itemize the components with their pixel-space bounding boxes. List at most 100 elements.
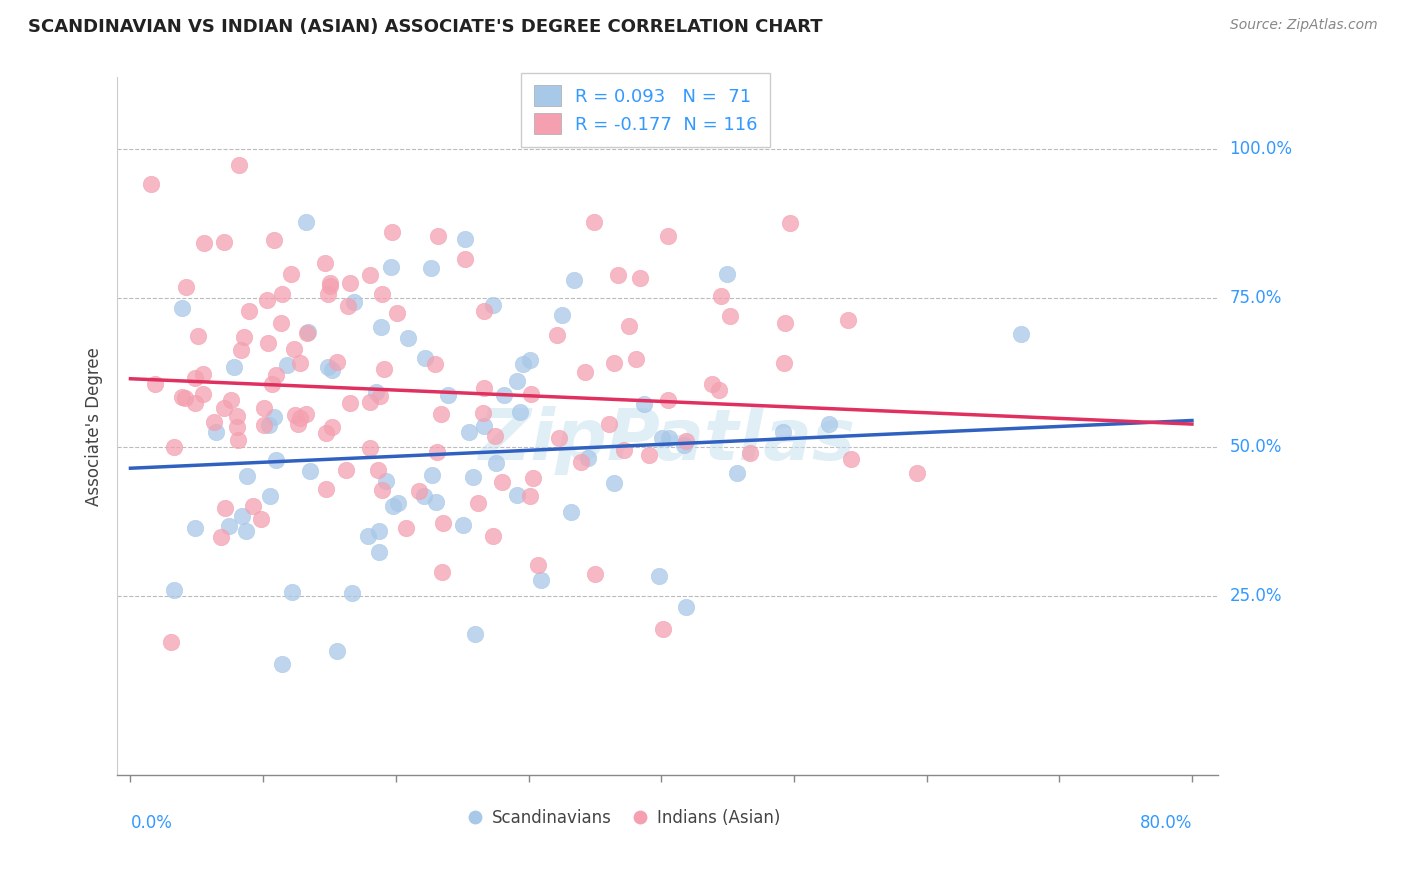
Point	[270, 286, 292, 301]
Point	[775, 316, 797, 330]
Point	[657, 228, 679, 243]
Point	[387, 306, 409, 320]
Point	[461, 470, 484, 484]
Point	[673, 438, 696, 452]
Point	[413, 351, 436, 366]
Text: 0.0%: 0.0%	[131, 814, 173, 832]
Point	[598, 417, 620, 431]
Point	[253, 417, 276, 432]
Point	[343, 294, 366, 309]
Point	[548, 431, 571, 445]
Point	[271, 657, 294, 671]
Point	[603, 475, 626, 490]
Point	[287, 417, 309, 431]
Point	[562, 273, 585, 287]
Point	[191, 367, 214, 381]
Point	[725, 467, 748, 481]
Point	[184, 396, 207, 410]
Point	[613, 443, 636, 458]
Point	[710, 288, 733, 302]
Point	[373, 362, 395, 376]
Point	[574, 366, 596, 380]
Point	[648, 569, 671, 583]
Point	[560, 505, 582, 519]
Point	[491, 475, 513, 490]
Point	[458, 425, 481, 439]
Point	[437, 388, 460, 402]
Point	[408, 484, 430, 499]
Point	[163, 440, 186, 454]
Point	[339, 276, 361, 290]
Point	[262, 376, 284, 391]
Point	[314, 256, 336, 270]
Point	[212, 235, 235, 250]
Point	[357, 529, 380, 543]
Point	[467, 496, 489, 510]
Point	[583, 215, 606, 229]
Point	[321, 363, 343, 377]
Point	[773, 356, 796, 370]
Point	[160, 634, 183, 648]
Point	[163, 582, 186, 597]
Text: 100.0%: 100.0%	[1230, 140, 1292, 158]
Point	[191, 386, 214, 401]
Point	[371, 287, 394, 301]
Point	[371, 483, 394, 497]
Point	[326, 354, 349, 368]
Point	[454, 252, 477, 267]
Point	[508, 405, 530, 419]
Point	[494, 388, 516, 402]
Point	[270, 316, 292, 330]
Point	[519, 387, 541, 401]
Legend: Scandinavians, Indians (Asian): Scandinavians, Indians (Asian)	[461, 802, 787, 833]
Point	[294, 407, 316, 421]
Point	[187, 329, 209, 343]
Point	[143, 377, 166, 392]
Point	[551, 308, 574, 322]
Point	[297, 325, 319, 339]
Point	[295, 326, 318, 341]
Point	[359, 395, 381, 409]
Point	[606, 268, 628, 282]
Point	[420, 468, 443, 483]
Point	[288, 356, 311, 370]
Point	[368, 389, 391, 403]
Point	[325, 644, 347, 658]
Point	[193, 235, 215, 250]
Point	[367, 524, 389, 538]
Point	[576, 451, 599, 466]
Point	[174, 280, 197, 294]
Text: SCANDINAVIAN VS INDIAN (ASIAN) ASSOCIATE'S DEGREE CORRELATION CHART: SCANDINAVIAN VS INDIAN (ASIAN) ASSOCIATE…	[28, 18, 823, 36]
Point	[259, 489, 281, 503]
Point	[381, 226, 404, 240]
Point	[740, 446, 762, 460]
Point	[280, 267, 302, 281]
Point	[184, 521, 207, 535]
Point	[202, 416, 225, 430]
Point	[319, 278, 342, 293]
Point	[226, 433, 249, 447]
Point	[214, 500, 236, 515]
Point	[633, 397, 655, 411]
Point	[546, 327, 568, 342]
Point	[519, 353, 541, 368]
Point	[484, 429, 506, 443]
Point	[242, 499, 264, 513]
Point	[315, 483, 337, 497]
Point	[429, 407, 451, 421]
Point	[651, 431, 673, 445]
Point	[453, 232, 475, 246]
Point	[183, 371, 205, 385]
Point	[471, 406, 494, 420]
Point	[472, 418, 495, 433]
Point	[263, 233, 285, 247]
Point	[419, 260, 441, 275]
Point	[172, 301, 194, 316]
Point	[266, 453, 288, 467]
Point	[472, 381, 495, 395]
Point	[364, 384, 387, 399]
Point	[413, 489, 436, 503]
Point	[430, 565, 453, 579]
Point	[700, 376, 723, 391]
Point	[316, 360, 339, 375]
